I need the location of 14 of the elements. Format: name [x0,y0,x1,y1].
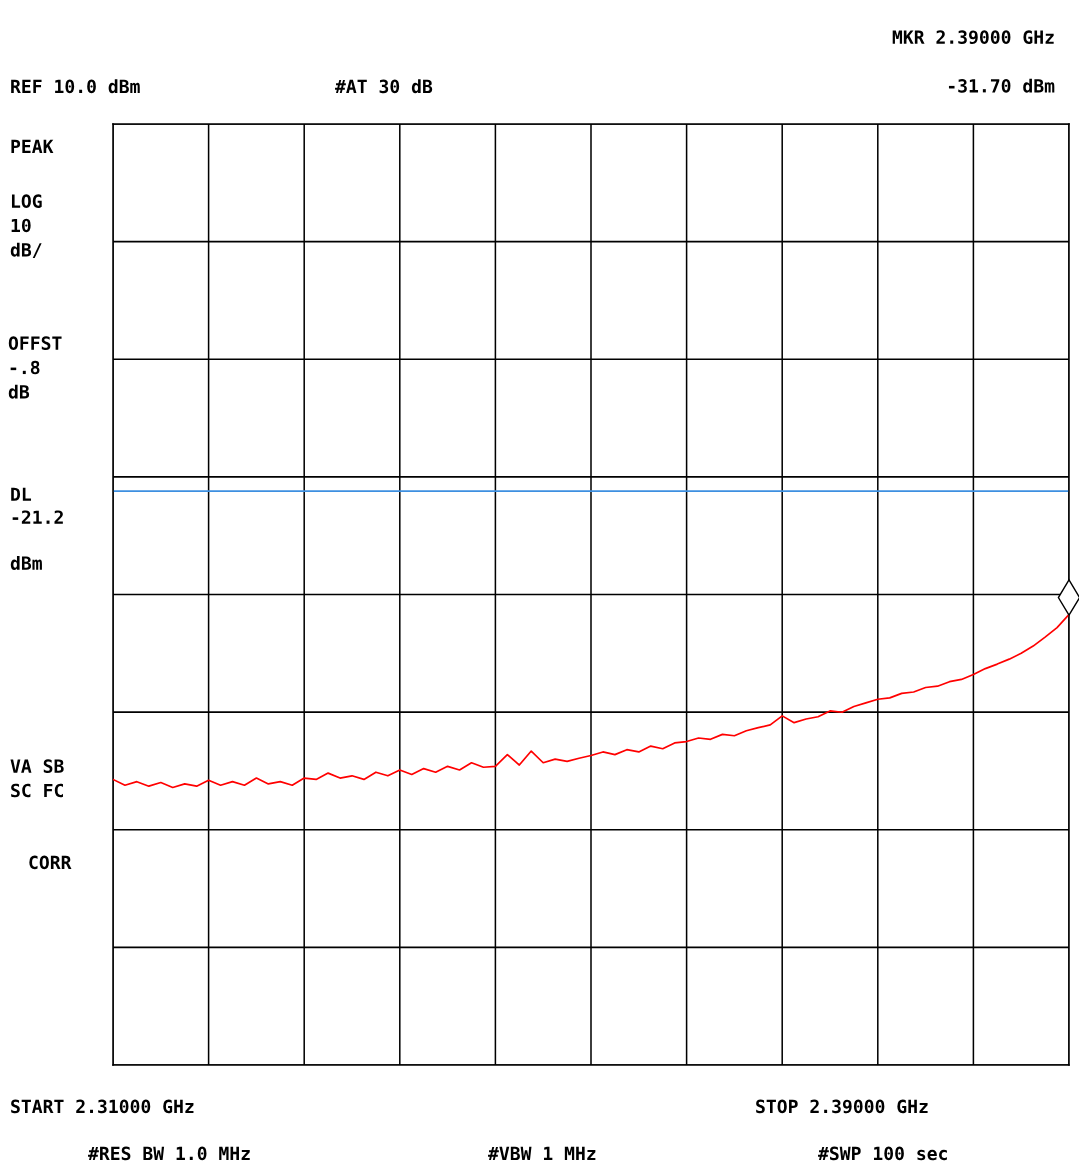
text: DL -21.2 dBm [10,487,63,570]
text: VA SB SC FC [10,759,64,798]
text: OFFST -.8 dB [8,336,62,399]
text: CORR [29,855,72,870]
text: MKR 2.39000 GHz -31.70 dBm [892,30,1055,93]
text: LOG 10 dB/ [10,194,42,259]
text: #VBW 1 MHz [488,1146,596,1160]
text: REF 10.0 dBm [11,79,140,94]
text: #AT 30 dB [335,79,433,94]
text: START 2.31000 GHz [11,1099,194,1114]
text: #SWP 100 sec [818,1146,947,1161]
text: STOP 2.39000 GHz [756,1099,928,1114]
text: #RES BW 1.0 MHz [88,1146,250,1161]
text: PEAK [11,139,54,153]
